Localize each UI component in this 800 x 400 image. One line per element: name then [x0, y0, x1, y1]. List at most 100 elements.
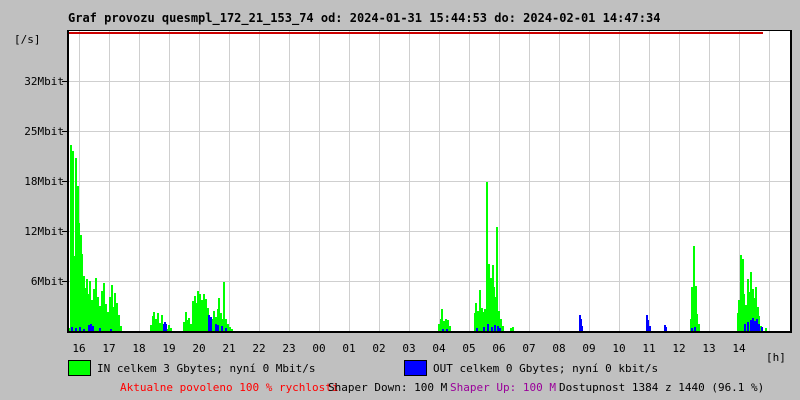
out-traffic-bar [694, 327, 696, 331]
in-traffic-bar [486, 182, 488, 331]
shaper-down-value: Shaper Down: 100 M [328, 381, 448, 394]
v-gridline [709, 31, 710, 331]
in-traffic-bar [502, 326, 504, 331]
out-traffic-bar [491, 327, 493, 331]
out-traffic-bar [90, 324, 92, 331]
legend-out-label: OUT celkem 0 Gbytes; nyní 0 kbit/s [433, 362, 659, 375]
x-axis-hour-label: 02 [372, 342, 386, 355]
shaper-up-value: Shaper Up: 100 M [450, 381, 556, 394]
out-traffic-bar [217, 325, 219, 331]
in-traffic-bar [496, 227, 498, 331]
x-axis-hour-label: 04 [432, 342, 446, 355]
out-traffic-bar [225, 328, 227, 331]
in-traffic-bar [168, 325, 170, 331]
out-traffic-bar [580, 319, 582, 331]
in-traffic-bar [183, 322, 185, 331]
in-traffic-bar [693, 246, 695, 331]
in-traffic-bar [696, 314, 698, 331]
out-traffic-bar [442, 329, 444, 331]
in-traffic-bar [441, 309, 443, 331]
in-traffic-bar [155, 319, 157, 331]
y-axis-tick [62, 281, 67, 282]
in-traffic-bar [479, 290, 481, 331]
in-traffic-bar [95, 278, 97, 331]
in-traffic-bar [72, 151, 74, 331]
in-traffic-bar [211, 319, 213, 331]
in-traffic-bar [93, 289, 95, 331]
x-axis-hour-label: 14 [732, 342, 746, 355]
in-traffic-bar [758, 316, 760, 331]
in-traffic-bar [475, 303, 477, 331]
in-traffic-bar [203, 294, 205, 331]
in-traffic-bar [510, 328, 512, 331]
v-gridline [739, 31, 740, 331]
in-traffic-bar [81, 254, 83, 331]
x-axis-hour-label: 09 [582, 342, 596, 355]
in-traffic-bar [698, 324, 700, 331]
out-traffic-bar [747, 322, 749, 331]
in-traffic-bar [192, 301, 194, 331]
y-axis-tick-label: 32Mbit [24, 75, 64, 88]
in-traffic-bar [449, 326, 451, 331]
in-traffic-bar [498, 311, 500, 331]
in-traffic-bar [218, 298, 220, 331]
out-traffic-bar [494, 325, 496, 331]
in-traffic-bar [477, 311, 479, 331]
out-traffic-bar [750, 320, 752, 331]
in-traffic-bar [78, 223, 80, 331]
y-axis-tick-label: 12Mbit [24, 225, 64, 238]
in-traffic-bar [447, 320, 449, 331]
x-axis-hour-label: 17 [102, 342, 116, 355]
v-gridline [469, 31, 470, 331]
x-axis-hour-label: 19 [162, 342, 176, 355]
h-gridline [69, 281, 790, 282]
in-traffic-bar [231, 329, 233, 331]
v-gridline [559, 31, 560, 331]
out-traffic-bar [210, 317, 212, 331]
v-gridline [349, 31, 350, 331]
in-traffic-bar [159, 323, 161, 331]
v-gridline [79, 31, 80, 331]
out-traffic-bar [581, 326, 583, 331]
x-axis-hour-label: 00 [312, 342, 326, 355]
x-axis-unit-label: [h] [766, 351, 786, 364]
h-gridline [69, 131, 790, 132]
x-axis-hour-label: 20 [192, 342, 206, 355]
v-gridline [109, 31, 110, 331]
out-traffic-bar [476, 328, 478, 331]
in-traffic-bar [691, 287, 693, 331]
in-traffic-bar [493, 287, 495, 331]
in-traffic-bar [199, 294, 201, 331]
in-traffic-bar [99, 306, 101, 331]
in-traffic-bar [695, 286, 697, 331]
y-axis-tick [62, 131, 67, 132]
in-traffic-bar [443, 321, 445, 331]
h-gridline [69, 231, 790, 232]
x-axis-hour-label: 23 [282, 342, 296, 355]
in-traffic-bar [482, 312, 484, 331]
in-traffic-bar [111, 285, 113, 331]
y-axis-tick [62, 81, 67, 82]
in-traffic-bar [107, 312, 109, 331]
in-traffic-bar [118, 315, 120, 331]
in-traffic-bar [500, 319, 502, 331]
out-traffic-bar [71, 327, 73, 331]
in-traffic-bar [75, 158, 77, 331]
h-gridline [69, 81, 790, 82]
out-traffic-bar [487, 324, 489, 331]
in-traffic-bar [109, 297, 111, 331]
v-gridline [139, 31, 140, 331]
v-gridline [319, 31, 320, 331]
v-gridline [259, 31, 260, 331]
in-traffic-bar [157, 313, 159, 331]
in-traffic-bar [186, 320, 188, 331]
in-traffic-bar [91, 300, 93, 331]
x-axis-hour-label: 13 [702, 342, 716, 355]
out-traffic-bar [761, 327, 763, 331]
x-axis-hour-label: 22 [252, 342, 266, 355]
x-axis-hour-label: 16 [72, 342, 86, 355]
in-traffic-bar [120, 326, 122, 331]
v-gridline [289, 31, 290, 331]
legend-out-swatch [404, 360, 427, 376]
in-traffic-bar [170, 328, 172, 331]
